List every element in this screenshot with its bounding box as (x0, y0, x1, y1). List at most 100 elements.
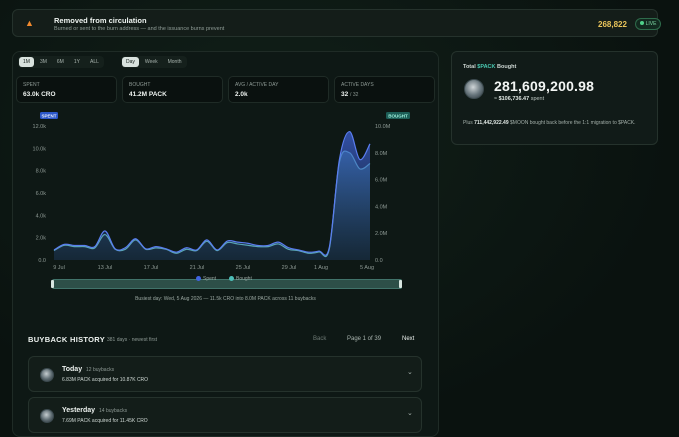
day-summary: 7.69M PACK acquired for 11.45K CRO (62, 418, 148, 424)
day-buyback-count: 12 buybacks (86, 367, 115, 373)
banner-title: Removed from circulation (54, 16, 147, 25)
y-left-tick-label: 4.0k (36, 213, 47, 219)
stat-value: 41.2M PACK (129, 91, 167, 98)
interval-pill-day[interactable]: Day (122, 57, 139, 67)
live-label: LIVE (645, 21, 657, 27)
stat-card-active-days: ACTIVE DAYS 32 / 32 (334, 76, 435, 103)
y-right-tick-label: 6.0M (375, 178, 388, 184)
active-days-total: / 32 (350, 92, 359, 98)
day-name: Today (62, 366, 83, 373)
scrubber-left-handle[interactable] (51, 280, 54, 288)
spent-suffix: spent (530, 96, 545, 102)
range-scrubber[interactable] (52, 279, 402, 289)
spent-prefix: ≈ (494, 96, 498, 102)
interval-selector: Day Week Month (121, 56, 187, 68)
legend-bought-label: Bought (236, 276, 252, 282)
fire-icon: ▲ (25, 18, 34, 28)
series-line-spent (53, 130, 371, 256)
note-prefix: Plus (463, 120, 473, 126)
stat-value: 2.0k (235, 91, 248, 98)
day-buyback-count: 14 buybacks (99, 408, 128, 414)
spent-value: $106,736.47 (498, 96, 530, 102)
range-pill-6m[interactable]: 6M (56, 59, 64, 65)
total-label-token: $PACK (477, 64, 496, 70)
legend-spent[interactable]: Spent (196, 276, 216, 282)
day-summary: 6.83M PACK acquired for 10.87K CRO (62, 377, 149, 383)
range-pill-1y[interactable]: 1Y (73, 59, 80, 65)
x-tick-label: 21 Jul (190, 265, 205, 271)
y-left-tick-label: 6.0k (36, 191, 47, 197)
stat-label: BOUGHT (129, 82, 151, 88)
day-name: Yesterday (62, 407, 96, 414)
live-badge: LIVE (635, 18, 661, 30)
history-day-today[interactable]: Today 12 buybacks 6.83M PACK acquired fo… (28, 356, 422, 392)
y-right-tick-label: 8.0M (375, 151, 388, 157)
x-tick-label: 17 Jul (144, 265, 159, 271)
total-label-prefix: Total (463, 64, 476, 70)
bought-dot-icon (229, 276, 234, 281)
range-pill-3m[interactable]: 3M (39, 59, 47, 65)
burned-count: 268,822 (598, 20, 627, 29)
series-area-spent (54, 131, 370, 260)
stat-card-bought: BOUGHT 41.2M PACK (122, 76, 223, 103)
stat-label: SPENT (23, 82, 40, 88)
y-left-tick-label: 10.0k (33, 146, 47, 152)
stat-card-avg: AVG / ACTIVE DAY 2.0k (228, 76, 329, 103)
migration-note: Plus 711,442,922.49 $MOON bought back be… (463, 119, 653, 127)
live-dot-icon (639, 21, 644, 25)
legend-bought[interactable]: Bought (229, 276, 252, 282)
token-avatar (464, 79, 484, 99)
range-selector: 1M 3M 6M 1Y ALL (18, 56, 104, 68)
y-left-axis-label: SPENT (41, 114, 56, 119)
busiest-day-text: Busiest day: Wed, 5 Aug 2026 — 11.5k CRO… (135, 296, 316, 302)
history-subtitle: 381 days · newest first (107, 337, 158, 343)
history-title: BUYBACK HISTORY (28, 335, 106, 344)
pager-next-button[interactable]: Next (402, 336, 415, 342)
x-tick-label: 5 Aug (360, 265, 374, 271)
stat-value: 32 / 32 (341, 91, 358, 98)
y-right-axis-label: BOUGHT (388, 114, 408, 119)
y-left-axis-badge (40, 112, 58, 119)
total-label: Total $PACK Bought (463, 64, 516, 70)
stat-label: ACTIVE DAYS (341, 82, 374, 88)
chevron-down-icon[interactable]: ⌄ (407, 410, 413, 417)
y-left-tick-label: 2.0k (36, 236, 47, 242)
pager-page-indicator: Page 1 of 39 (347, 336, 382, 342)
y-left-tick-label: 0.0 (38, 258, 46, 264)
y-right-tick-label: 2.0M (375, 231, 388, 237)
stat-value: 63.0k CRO (23, 91, 56, 98)
note-amount: 711,442,922.49 (474, 120, 509, 126)
y-right-tick-label: 4.0M (375, 204, 388, 210)
note-rest: $MOON bought back before the 1:1 migrati… (510, 120, 636, 126)
total-amount: 281,609,200.98 (494, 78, 595, 94)
x-tick-label: 25 Jul (236, 265, 251, 271)
x-tick-label: 1 Aug (314, 265, 328, 271)
interval-pill-week[interactable]: Week (144, 59, 158, 65)
token-avatar (40, 368, 54, 382)
chevron-down-icon[interactable]: ⌄ (407, 369, 413, 376)
token-avatar (40, 409, 54, 423)
burn-banner: ▲ Removed from circulation Burned or sen… (12, 9, 661, 37)
stat-label: AVG / ACTIVE DAY (235, 82, 279, 88)
legend-spent-label: Spent (203, 276, 217, 282)
range-pill-all[interactable]: ALL (89, 59, 99, 65)
y-right-tick-label: 10.0M (375, 124, 391, 130)
total-label-suffix: Bought (497, 64, 517, 70)
buyback-chart[interactable]: 0.0 2.0k 4.0k 6.0k 8.0k 10.0k 12.0k 0.0 2.0M 4.0M… (12, 108, 432, 274)
pager-back-button[interactable]: Back (313, 336, 327, 342)
spent-dot-icon (196, 276, 201, 281)
range-pill-1m[interactable]: 1M (19, 57, 34, 67)
history-day-yesterday[interactable]: Yesterday 14 buybacks 7.69M PACK acquire… (28, 397, 422, 433)
x-tick-label: 13 Jul (98, 265, 113, 271)
interval-pill-month[interactable]: Month (167, 59, 182, 65)
stat-card-spent: SPENT 63.0k CRO (16, 76, 117, 103)
banner-subtitle: Burned or sent to the burn address — and… (54, 26, 225, 32)
y-right-tick-label: 0.0 (375, 258, 383, 264)
x-tick-label: 9 Jul (53, 265, 65, 271)
x-tick-label: 29 Jul (282, 265, 297, 271)
scrubber-right-handle[interactable] (399, 280, 402, 288)
total-spent: ≈ $106,736.47 spent (494, 96, 544, 102)
active-days-value: 32 (341, 91, 349, 98)
total-bought-card: Total $PACK Bought 281,609,200.98 ≈ $106… (451, 51, 658, 145)
y-left-tick-label: 12.0k (33, 124, 47, 130)
